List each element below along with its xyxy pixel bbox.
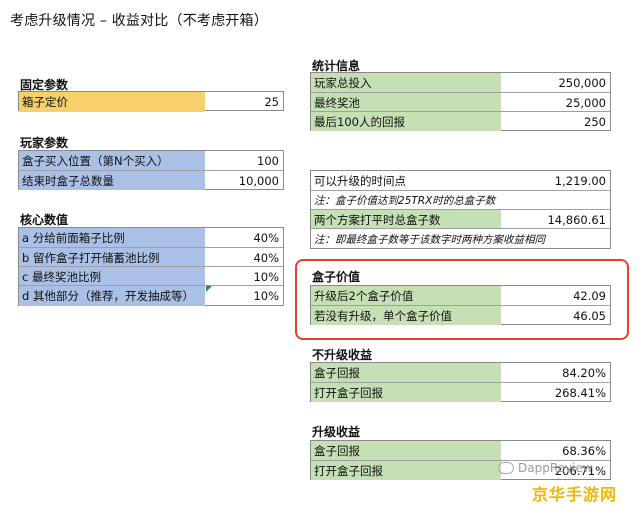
cell-label[interactable]: c 最终奖池比例	[19, 267, 205, 286]
no-upgrade-table: 盒子回报 84.20% 打开盒子回报 268.41%	[310, 362, 611, 402]
cell-value[interactable]: 10%	[253, 269, 279, 284]
watermark-text: DappReview	[518, 461, 593, 475]
cell-value[interactable]: 25,000	[565, 95, 606, 110]
cell-label[interactable]: 结束时盒子总数量	[19, 171, 205, 190]
table-row: a 分给前面箱子比例 40%	[19, 228, 283, 248]
highlight-frame	[295, 259, 629, 340]
table-row: 若没有升级，单个盒子价值 46.05	[311, 305, 610, 325]
cell-value[interactable]: 25	[264, 95, 279, 109]
table-row: 盒子回报 68.36%	[311, 441, 610, 461]
table-row: 升级后2个盒子价值 42.09	[311, 286, 610, 306]
table-row: d 其他部分（推荐，开发抽成等） 10%	[19, 285, 283, 306]
cell-value[interactable]: 250,000	[558, 76, 606, 90]
fixed-params-table: 箱子定价 25	[18, 91, 284, 112]
cell-value[interactable]: 206.71%	[554, 463, 606, 478]
chat-bubble-icon	[498, 462, 514, 474]
table-row: c 最终奖池比例 10%	[19, 266, 283, 286]
cell-value[interactable]: 84.20%	[562, 366, 606, 380]
cell-label[interactable]: 最后100人的回报	[311, 112, 501, 131]
player-params-table: 盒子买入位置（第N个买入） 100 结束时盒子总数量 10,000	[18, 150, 284, 190]
cell-label[interactable]: 可以升级的时间点	[314, 174, 406, 188]
upgrade-point-table: 可以升级的时间点 1,219.00 注：盒子价值达到25TRX时的总盒子数 两个…	[310, 170, 611, 249]
cell-label[interactable]: 两个方案打平时总盒子数	[311, 210, 501, 229]
cell-label[interactable]: 打开盒子回报	[311, 383, 501, 402]
cell-label[interactable]: 盒子回报	[311, 441, 501, 461]
cell-value[interactable]: 100	[257, 154, 279, 168]
cell-value[interactable]: 42.09	[573, 289, 606, 303]
no-upgrade-heading: 不升级收益	[312, 348, 373, 362]
table-row: 箱子定价 25	[19, 92, 283, 112]
box-value-heading: 盒子价值	[312, 270, 361, 284]
upgrade-heading: 升级收益	[312, 425, 361, 439]
stats-table: 玩家总投入 250,000 最终奖池 25,000 最后100人的回报 250	[310, 72, 611, 131]
cell-value[interactable]: 40%	[253, 231, 279, 245]
cell-label[interactable]: d 其他部分（推荐，开发抽成等）	[19, 286, 205, 306]
cell-value[interactable]: 46.05	[573, 308, 606, 323]
cell-label[interactable]: 盒子回报	[311, 363, 501, 383]
cell-label[interactable]: a 分给前面箱子比例	[19, 228, 205, 248]
cell-label[interactable]: b 留作盒子打开储蓄池比例	[19, 248, 205, 267]
table-row: 打开盒子回报 206.71%	[311, 460, 610, 480]
cell-value[interactable]: 10,000	[238, 173, 279, 188]
cell-label[interactable]: 盒子买入位置（第N个买入）	[19, 151, 205, 171]
table-row: 最终奖池 25,000	[311, 92, 610, 112]
stats-heading: 统计信息	[312, 59, 361, 73]
cell-label[interactable]: 升级后2个盒子价值	[311, 286, 501, 306]
box-value-table: 升级后2个盒子价值 42.09 若没有升级，单个盒子价值 46.05	[310, 285, 611, 325]
table-row: 盒子回报 84.20%	[311, 363, 610, 383]
note-text: 注：即最终盒子数等于该数字时两种方案收益相同	[314, 233, 545, 246]
cell-value[interactable]: 40%	[253, 250, 279, 265]
table-row: 盒子买入位置（第N个买入） 100	[19, 151, 283, 171]
table-row: 打开盒子回报 268.41%	[311, 382, 610, 402]
cell-value[interactable]: 1,219.00	[554, 174, 606, 188]
table-row: 两个方案打平时总盒子数 14,860.61	[311, 209, 610, 229]
table-row: 可以升级的时间点 1,219.00	[311, 171, 610, 191]
cell-label[interactable]: 箱子定价	[19, 92, 205, 112]
table-row: 玩家总投入 250,000	[311, 73, 610, 93]
note-row: 注：盒子价值达到25TRX时的总盒子数	[311, 190, 610, 210]
table-row: 最后100人的回报 250	[311, 111, 610, 131]
core-values-heading: 核心数值	[20, 213, 69, 227]
cell-label[interactable]: 玩家总投入	[311, 73, 501, 93]
cell-value[interactable]: 250	[584, 114, 606, 129]
note-row: 注：即最终盒子数等于该数字时两种方案收益相同	[311, 228, 610, 249]
cell-value[interactable]: 268.41%	[554, 385, 606, 400]
fixed-params-heading: 固定参数	[20, 78, 69, 92]
cell-label[interactable]: 最终奖池	[311, 93, 501, 112]
note-text: 注：盒子价值达到25TRX时的总盒子数	[314, 195, 496, 207]
core-values-table: a 分给前面箱子比例 40% b 留作盒子打开储蓄池比例 40% c 最终奖池比…	[18, 227, 284, 306]
page-title: 考虑升级情况 – 收益对比（不考虑开箱）	[10, 13, 268, 29]
player-params-heading: 玩家参数	[20, 136, 69, 150]
cell-label[interactable]: 打开盒子回报	[311, 461, 501, 480]
cell-value[interactable]: 10%	[253, 289, 279, 303]
watermark: DappReview	[498, 461, 593, 475]
site-logo: 京华手游网	[532, 485, 618, 504]
cell-label[interactable]: 若没有升级，单个盒子价值	[311, 306, 501, 325]
cell-value[interactable]: 68.36%	[562, 444, 606, 458]
cell-value[interactable]: 14,860.61	[547, 212, 606, 227]
table-row: 结束时盒子总数量 10,000	[19, 170, 283, 190]
table-row: b 留作盒子打开储蓄池比例 40%	[19, 247, 283, 267]
upgrade-table: 盒子回报 68.36% 打开盒子回报 206.71%	[310, 440, 611, 480]
comment-marker-icon	[206, 286, 212, 292]
